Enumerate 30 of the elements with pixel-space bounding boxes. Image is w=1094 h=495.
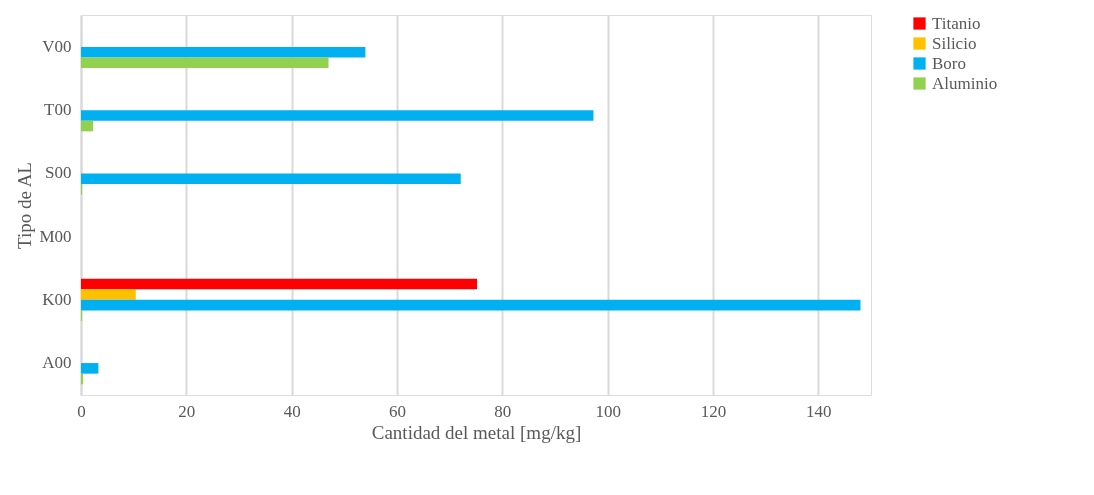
x-axis-title: Cantidad del metal [mg/kg] xyxy=(371,421,582,443)
y-axis-title: Tipo de AL xyxy=(14,162,36,249)
y-tick-label: S00 xyxy=(45,163,72,183)
bar xyxy=(81,363,99,374)
legend-label: Silicio xyxy=(932,33,977,53)
x-tick-label: 0 xyxy=(77,401,86,421)
x-tick-label: 100 xyxy=(595,401,621,421)
bar xyxy=(81,289,136,300)
x-tick-label: 120 xyxy=(700,401,727,421)
x-tick-label: 140 xyxy=(806,401,832,421)
y-tick-label: A00 xyxy=(42,353,72,373)
bar xyxy=(81,57,329,69)
x-tick-label: 60 xyxy=(389,401,406,421)
x-tick-label: 80 xyxy=(494,401,512,421)
legend-label: Titanio xyxy=(932,13,981,33)
y-tick-label: V00 xyxy=(42,36,72,56)
bar xyxy=(81,278,478,290)
bar xyxy=(81,173,461,184)
y-tick-label: K00 xyxy=(42,289,72,309)
legend-label: Aluminio xyxy=(932,73,998,93)
x-tick-label: 40 xyxy=(283,401,301,421)
legend-label: Boro xyxy=(932,53,966,73)
x-tick-label: 20 xyxy=(178,401,196,421)
bar xyxy=(81,46,366,58)
bar xyxy=(81,299,861,311)
bar xyxy=(81,373,84,385)
bar xyxy=(81,110,594,121)
y-tick-label: T00 xyxy=(44,100,72,120)
bar xyxy=(81,120,94,132)
y-tick-label: M00 xyxy=(39,226,72,246)
